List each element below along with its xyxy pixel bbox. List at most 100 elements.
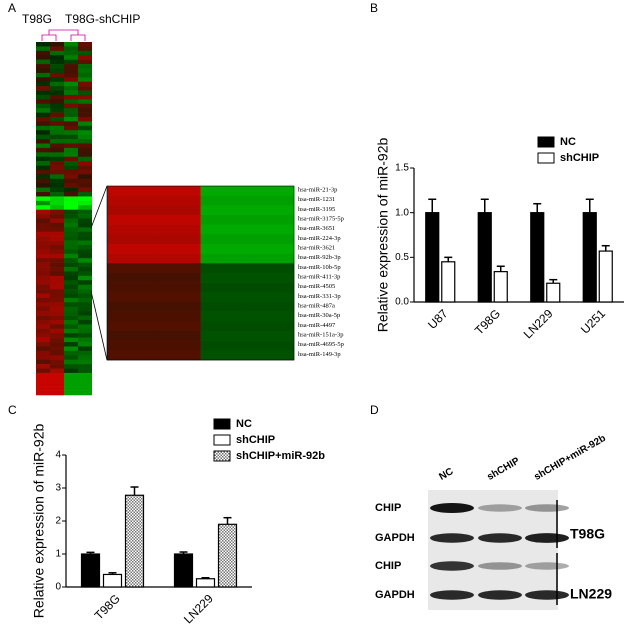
heat-cell: [50, 377, 64, 383]
heat-cell: [78, 249, 92, 255]
heat-cell: [64, 350, 78, 356]
heat-cell: [50, 302, 64, 308]
heat-cell: [64, 359, 78, 365]
heat-cell: [50, 236, 64, 241]
heat-cell: [64, 46, 78, 52]
heat-cell: [78, 253, 92, 259]
heat-cell: [50, 280, 64, 285]
heat-cell: [78, 152, 92, 158]
heat-cell: [78, 187, 92, 193]
heat-cell: [50, 183, 64, 188]
mirna-label: hsa-miR-224-3p: [298, 235, 341, 242]
heat-cell: [50, 364, 64, 369]
heat-cell: [50, 50, 64, 56]
heat-cell: [50, 311, 64, 316]
heat-cell: [50, 381, 64, 387]
heat-cell: [78, 77, 92, 83]
bar: [441, 261, 456, 303]
heat-cell: [78, 231, 92, 237]
heat-cell: [247, 253, 295, 264]
blot-band: [478, 504, 522, 512]
heat-cell: [107, 186, 154, 196]
heat-cell: [153, 234, 201, 245]
heat-cell: [78, 42, 92, 47]
bar: [546, 282, 561, 303]
heatmap-group: T98G-shCHIP: [65, 12, 140, 26]
heat-cell: [36, 218, 50, 224]
y-tick-label: 4: [55, 450, 61, 461]
heat-cell: [36, 81, 50, 87]
heat-cell: [50, 231, 64, 237]
mirna-label: hsa-miR-411-3p: [298, 273, 340, 280]
heat-cell: [107, 331, 154, 341]
heat-cell: [50, 108, 64, 113]
blot-row-label: CHIP: [375, 502, 401, 514]
heat-cell: [78, 280, 92, 285]
heat-cell: [36, 227, 50, 233]
heat-cell: [64, 200, 78, 206]
heat-cell: [153, 321, 201, 332]
heat-cell: [78, 355, 92, 360]
y-axis-label: Relative expression of miR-92b: [31, 424, 47, 619]
heat-cell: [64, 240, 78, 246]
heat-cell: [50, 324, 64, 330]
heat-cell: [36, 55, 50, 60]
blot-band: [478, 590, 522, 600]
heat-cell: [153, 215, 201, 225]
heat-cell: [107, 205, 154, 216]
heat-cell: [64, 183, 78, 188]
blot-band: [478, 533, 522, 543]
heat-cell: [64, 258, 78, 263]
heat-cell: [50, 289, 64, 294]
heat-cell: [36, 64, 50, 69]
heat-cell: [50, 77, 64, 83]
heat-cell: [78, 165, 92, 171]
heat-cell: [78, 86, 92, 91]
blot-row-label: GAPDH: [375, 589, 415, 601]
y-tick-label: 1: [55, 549, 61, 560]
legend-swatch: [537, 152, 555, 164]
heat-cell: [36, 315, 50, 321]
heat-cell: [153, 340, 201, 351]
heat-cell: [50, 117, 64, 122]
heat-cell: [78, 147, 92, 153]
heat-cell: [64, 161, 78, 166]
heat-cell: [36, 390, 50, 396]
heat-cell: [107, 234, 154, 245]
heat-cell: [64, 244, 78, 250]
heat-cell: [64, 125, 78, 131]
y-tick-label: 1.0: [395, 207, 409, 218]
heat-cell: [64, 156, 78, 162]
bar: [124, 494, 145, 588]
heat-cell: [153, 205, 201, 216]
heat-cell: [200, 244, 248, 254]
mirna-label: hsa-miR-30a-5p: [298, 312, 340, 319]
heat-cell: [36, 72, 50, 78]
heat-cell: [64, 289, 78, 294]
heat-cell: [64, 275, 78, 281]
bar: [80, 553, 101, 588]
blot-band: [430, 533, 474, 543]
heat-cell: [50, 187, 64, 193]
heat-cell: [36, 165, 50, 171]
heat-cell: [50, 94, 64, 100]
heat-cell: [247, 234, 295, 245]
x-tick-label: T98G: [92, 591, 123, 622]
heat-cell: [64, 249, 78, 255]
heat-cell: [78, 359, 92, 365]
heat-cell: [200, 224, 248, 235]
mirna-label: hsa-miR-4695-5p: [298, 341, 344, 348]
heat-cell: [36, 103, 50, 109]
heat-cell: [78, 183, 92, 188]
legend-label: NC: [236, 418, 252, 430]
heat-cell: [78, 364, 92, 369]
heat-cell: [36, 59, 50, 65]
heatmap-group: T98G: [22, 12, 52, 26]
heat-cell: [50, 319, 64, 325]
heat-cell: [78, 297, 92, 303]
heat-cell: [64, 134, 78, 140]
heat-cell: [36, 381, 50, 387]
heat-cell: [36, 364, 50, 369]
heat-cell: [78, 121, 92, 127]
heat-cell: [50, 315, 64, 321]
